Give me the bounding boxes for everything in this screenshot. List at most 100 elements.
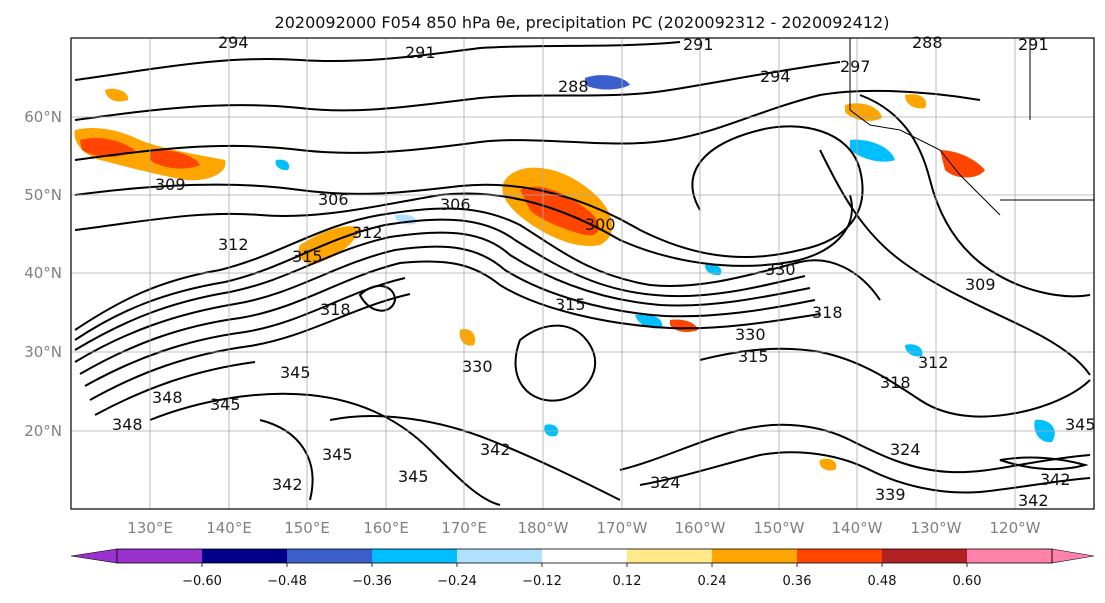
x-tick-label: 140°E [206, 519, 252, 537]
shade-cyan [635, 314, 663, 329]
colorbar-tick-label: −0.12 [522, 574, 562, 589]
contour-label: 300 [585, 215, 616, 234]
shade-cyan [705, 264, 722, 276]
contour-label: 288 [912, 33, 943, 52]
contour-label: 324 [890, 440, 921, 459]
shade-cyan [544, 424, 559, 437]
contour-line [74, 218, 806, 341]
colorbar-tick-label: 0.60 [953, 574, 982, 589]
colorbar-tick-label: −0.36 [352, 574, 392, 589]
contour-line [74, 125, 864, 259]
contour-label: 342 [1040, 470, 1071, 489]
x-tick-label: 140°W [832, 519, 883, 537]
contour-label: 312 [218, 235, 249, 254]
contour-label: 348 [152, 388, 183, 407]
contour-line [74, 192, 853, 267]
contour-label: 324 [650, 473, 681, 492]
contour-label: 345 [280, 363, 311, 382]
colorbar-segment [202, 549, 287, 563]
x-tick-label: 160°W [675, 519, 726, 537]
coastlines [849, 38, 1094, 216]
contour-line [74, 61, 841, 121]
y-tick-label: 60°N [24, 108, 62, 126]
y-tick-labels: 60°N 50°N 40°N 30°N 20°N [24, 108, 62, 440]
contour-line [358, 285, 397, 312]
contour-label: 342 [272, 475, 303, 494]
colorbar-tick-label: 0.24 [698, 574, 727, 589]
contour-label: 312 [918, 353, 949, 372]
shade-red [150, 149, 200, 169]
contour-line [94, 361, 256, 416]
x-tick-label: 160°E [363, 519, 409, 537]
contour-line [74, 245, 816, 363]
colorbar-extend-low [70, 548, 118, 564]
contour-label: 342 [480, 440, 511, 459]
contour-line [329, 415, 621, 501]
contour-label: 309 [965, 275, 996, 294]
map-background [71, 38, 1094, 509]
colorbar-tick-label: 0.36 [783, 574, 812, 589]
contour-label: 291 [1018, 35, 1049, 54]
contour-label: 345 [210, 395, 241, 414]
x-tick-labels: 130°E 140°E 150°E 160°E 170°E 180°W 170°… [127, 519, 1040, 537]
colorbar-segment [542, 549, 627, 563]
shade-cyan [905, 344, 923, 357]
contour-label: 297 [840, 57, 871, 76]
y-tick-label: 50°N [24, 186, 62, 204]
contour-label: 330 [462, 357, 493, 376]
contour-label: 318 [320, 300, 351, 319]
contour-label: 318 [880, 373, 911, 392]
shade-cyan [850, 139, 895, 162]
contour-line [699, 347, 1091, 418]
contour-label: 318 [812, 303, 843, 322]
x-tick-label: 130°E [127, 519, 173, 537]
x-tick-label: 150°E [284, 519, 330, 537]
contour-label: 315 [555, 295, 586, 314]
shade-cyan [275, 159, 290, 171]
shade-red [80, 138, 135, 157]
shade-orange [905, 94, 927, 109]
y-tick-label: 40°N [24, 264, 62, 282]
colorbar-segment [797, 549, 882, 563]
contour-labels: 294 291 291 288 294 297 291 288 306 309 … [112, 33, 1096, 510]
contour-label: 306 [318, 190, 349, 209]
contour-line [859, 94, 1091, 298]
contour-line [259, 419, 314, 501]
shade-orange [105, 88, 129, 102]
contour-label: 330 [735, 325, 766, 344]
map-frame [70, 37, 1095, 510]
x-tick-label: 180°W [518, 519, 569, 537]
x-tick-label: 170°W [597, 519, 648, 537]
shade-blue [585, 75, 630, 90]
colorbar-tick-label: −0.24 [437, 574, 477, 589]
contour-line [819, 149, 1091, 376]
x-tick-label: 130°W [911, 519, 962, 537]
y-tick-label: 30°N [24, 343, 62, 361]
x-tick-label: 170°E [441, 519, 487, 537]
colorbar-tick-label: −0.48 [267, 574, 307, 589]
contour-line [999, 456, 1089, 471]
colorbar-segment [117, 549, 202, 563]
contour-line [74, 41, 681, 81]
colorbar-tick-label: −0.60 [182, 574, 222, 589]
colorbar-segment [457, 549, 542, 563]
contour-line [74, 207, 881, 331]
colorbar: −0.60 −0.48 −0.36 −0.24 −0.12 0.12 0.24 … [70, 548, 1095, 589]
colorbar-segment [882, 549, 967, 563]
contour-label: 291 [405, 43, 436, 62]
contour-label: 315 [738, 347, 769, 366]
contour-label: 294 [218, 33, 249, 52]
coastline [849, 38, 1001, 216]
contour-label: 348 [112, 415, 143, 434]
contour-label: 330 [765, 260, 796, 279]
contour-line [79, 260, 821, 375]
colorbar-extend-high [1051, 548, 1095, 564]
contour-line [149, 392, 501, 506]
shade-red [940, 150, 985, 178]
contour-line [514, 324, 597, 402]
shade-orange [459, 329, 476, 346]
contour-line [639, 451, 1091, 494]
contour-label: 345 [398, 467, 429, 486]
contour-label: 288 [558, 77, 589, 96]
